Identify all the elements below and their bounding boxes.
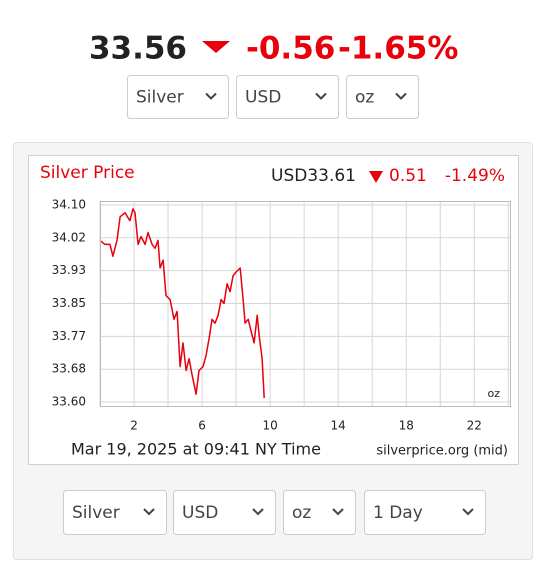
y-tick-label: 33.93	[52, 263, 86, 277]
dropdown-box[interactable]	[236, 75, 339, 119]
dropdown-chevron[interactable]	[462, 508, 474, 516]
dropdown-box[interactable]	[283, 490, 356, 535]
dropdown-chevron[interactable]	[252, 508, 264, 516]
dropdown[interactable]: Silver	[63, 490, 167, 535]
dropdown[interactable]: oz	[283, 490, 356, 535]
dropdown-chevron[interactable]	[143, 508, 155, 516]
change-percent: -1.65%	[338, 31, 458, 67]
timestamp: Mar 19, 2025 at 09:41 NY Time	[71, 440, 321, 459]
source: silverprice.org (mid)	[376, 444, 508, 459]
dropdown-label[interactable]: USD	[182, 503, 218, 523]
dropdown[interactable]: USD	[236, 75, 339, 119]
dropdown-chevron[interactable]	[315, 92, 327, 100]
dropdown-label[interactable]: 1 Day	[373, 503, 423, 523]
chart-title: Silver Price	[40, 163, 135, 183]
dropdown-chevron[interactable]	[332, 508, 344, 516]
dropdown[interactable]: 1 Day	[364, 490, 486, 535]
x-tick-label: 14	[331, 419, 346, 433]
dropdown-label[interactable]: oz	[292, 503, 311, 523]
price-line	[99, 208, 265, 399]
x-tick-label: 10	[262, 419, 277, 433]
selectors: Silver USD oz Silver USD oz 1 Day	[63, 75, 486, 535]
dropdown-box[interactable]	[173, 490, 276, 535]
unit-label: oz	[487, 387, 500, 400]
chart-panel	[28, 155, 519, 465]
y-tick-label: 33.77	[52, 329, 86, 343]
dropdown[interactable]: USD	[173, 490, 276, 535]
dropdown-label[interactable]: Silver	[136, 88, 184, 108]
dropdown[interactable]: Silver	[127, 75, 229, 119]
dropdown[interactable]: oz	[346, 75, 419, 119]
change: -0.56	[246, 31, 335, 67]
x-tick-label: 6	[198, 419, 206, 433]
x-tick-label: 2	[130, 419, 138, 433]
dropdown-label[interactable]: Silver	[72, 503, 120, 523]
dropdown-label[interactable]: USD	[245, 88, 281, 108]
plot-frame	[100, 201, 511, 407]
dropdown-box[interactable]	[346, 75, 419, 119]
dropdown-box[interactable]	[63, 490, 167, 535]
y-tick-label: 33.85	[52, 296, 86, 310]
x-tick-label: 22	[467, 419, 482, 433]
chart-change-percent: -1.49%	[445, 166, 505, 186]
dropdown-box[interactable]	[127, 75, 229, 119]
y-tick-label: 34.10	[52, 197, 86, 211]
dropdown-box[interactable]	[364, 490, 486, 535]
quote: USD33.61	[271, 166, 356, 186]
dropdown-label[interactable]: oz	[355, 88, 374, 108]
y-tick-label: 33.68	[52, 362, 86, 376]
dropdown-chevron[interactable]	[205, 92, 217, 100]
dropdown-chevron[interactable]	[395, 92, 407, 100]
y-tick-label: 33.60	[52, 395, 86, 409]
down-arrow	[202, 41, 230, 53]
y-tick-label: 34.02	[52, 230, 86, 244]
plot: 33.60 33.68 33.77 33.85 33.93 34.02 34.10 2 6 10 1…	[52, 197, 510, 433]
x-tick-label: 18	[399, 419, 414, 433]
down-arrow	[369, 171, 383, 183]
price: 33.56	[89, 31, 187, 67]
chart-change: 0.51	[389, 166, 427, 186]
